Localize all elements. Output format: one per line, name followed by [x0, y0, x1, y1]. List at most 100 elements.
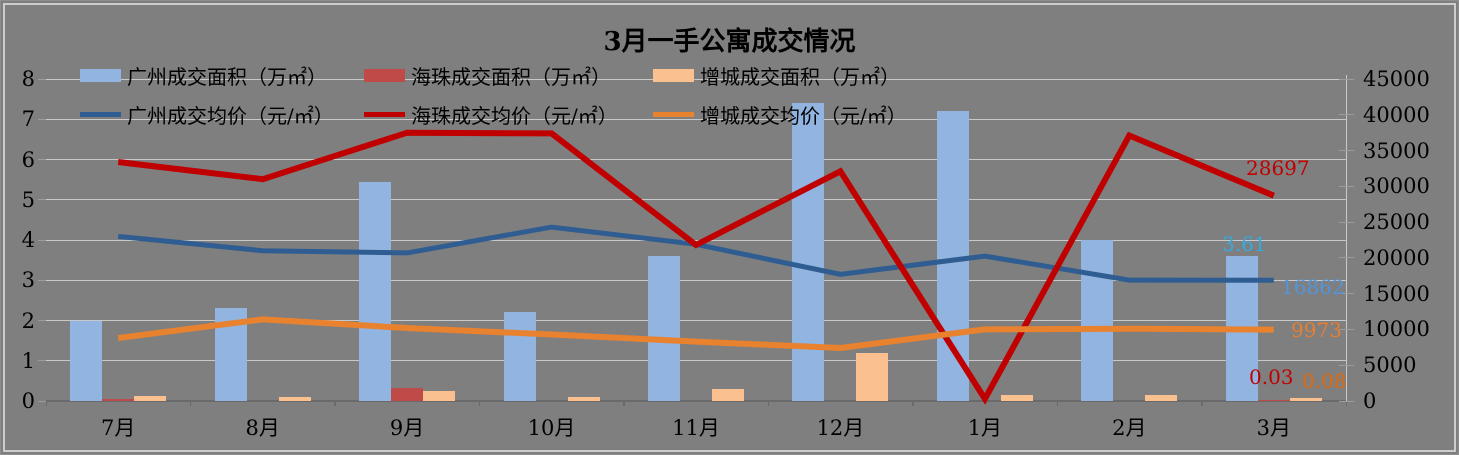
left-axis-label: 3: [21, 268, 35, 293]
right-axis-tick: [1339, 293, 1354, 295]
legend-item: 广州成交面积（万㎡）: [80, 63, 327, 89]
left-axis-label: 7: [21, 107, 35, 132]
legend-label: 增城成交均价（元/㎡）: [700, 103, 907, 128]
legend-label: 海珠成交均价（元/㎡）: [411, 103, 618, 128]
right-axis-tick: [1339, 221, 1354, 223]
line-广州成交均价（元/㎡）: [117, 224, 1274, 283]
line-增城成交均价（元/㎡）: [117, 316, 1274, 352]
x-axis-tick: [478, 401, 481, 406]
bar-广州成交面积（万㎡）: [648, 256, 680, 401]
bar-增城成交面积（万㎡）: [712, 388, 744, 401]
gridline: [46, 360, 1346, 362]
bar-增城成交面积（万㎡）: [278, 396, 311, 401]
data-label: 16862: [1281, 275, 1345, 299]
legend-line-swatch: [364, 111, 405, 117]
data-label: 28697: [1246, 156, 1310, 180]
left-axis-label: 8: [21, 67, 35, 91]
bar-海珠成交面积（万㎡）: [1257, 399, 1290, 401]
bar-增城成交面积（万㎡）: [856, 352, 889, 401]
x-axis-tick: [189, 401, 192, 406]
legend-item: 增城成交均价（元/㎡）: [653, 102, 907, 128]
right-axis-tick: [1339, 400, 1354, 402]
right-axis-tick: [1339, 185, 1354, 187]
left-axis-label: 4: [21, 228, 35, 252]
x-axis-line: [46, 400, 1346, 402]
legend-line-swatch: [80, 111, 121, 117]
right-axis-tick: [1339, 364, 1354, 366]
right-axis-label: 20000: [1363, 245, 1430, 270]
right-axis-tick: [1339, 150, 1354, 152]
data-label: 0.03: [1249, 365, 1294, 389]
bar-增城成交面积（万㎡）: [1145, 394, 1178, 401]
x-axis-label: 9月: [389, 416, 425, 440]
legend-bar-swatch: [653, 68, 694, 82]
gridline: [46, 78, 1346, 80]
x-axis-label: 8月: [245, 416, 280, 440]
left-axis-label: 0: [21, 389, 35, 413]
bar-增城成交面积（万㎡）: [1000, 394, 1033, 401]
right-axis-tick: [1339, 328, 1354, 330]
bar-增城成交面积（万㎡）: [567, 396, 600, 401]
gridline: [46, 279, 1346, 281]
right-axis-tick: [1339, 257, 1354, 259]
data-label: 3.61: [1222, 232, 1267, 256]
legend-bar-swatch: [364, 68, 405, 82]
right-axis-label: 30000: [1363, 174, 1430, 199]
bar-增城成交面积（万㎡）: [423, 390, 456, 401]
data-label: 9973: [1291, 318, 1342, 342]
legend-label: 增城成交面积（万㎡）: [700, 64, 900, 89]
left-axis-tick: [38, 78, 46, 80]
left-axis-label: 5: [21, 187, 35, 212]
x-axis-tick: [1056, 401, 1059, 406]
bar-增城成交面积（万㎡）: [134, 395, 167, 401]
x-axis-tick: [334, 401, 336, 406]
right-axis-label: 25000: [1363, 210, 1430, 235]
bar-海珠成交面积（万㎡）: [391, 387, 424, 401]
legend-label: 广州成交均价（元/㎡）: [127, 103, 334, 128]
bar-广州成交面积（万㎡）: [70, 320, 103, 401]
x-axis-tick: [1345, 401, 1347, 406]
line-海珠成交均价（元/㎡）: [117, 129, 1275, 405]
left-axis-tick: [38, 279, 46, 281]
bar-广州成交面积（万㎡）: [1081, 240, 1114, 401]
bar-广州成交面积（万㎡）: [359, 181, 392, 401]
legend-item: 广州成交均价（元/㎡）: [80, 102, 334, 128]
left-axis-tick: [38, 360, 46, 362]
x-axis-label: 11月: [672, 416, 720, 440]
gridline: [46, 118, 1346, 120]
gridline: [46, 159, 1346, 160]
right-axis-label: 45000: [1363, 67, 1430, 91]
right-axis-label: 5000: [1363, 353, 1417, 378]
gridline: [46, 320, 1346, 321]
left-axis-label: 2: [21, 308, 35, 333]
legend-line-swatch: [653, 111, 694, 117]
legend-label: 广州成交面积（万㎡）: [127, 64, 327, 89]
gridline: [46, 199, 1346, 201]
bar-增城成交面积（万㎡）: [1289, 397, 1322, 401]
right-axis-label: 35000: [1363, 138, 1430, 163]
x-axis-label: 3月: [1256, 416, 1291, 440]
bar-海珠成交面积（万㎡）: [102, 399, 135, 401]
x-axis-label: 1月: [967, 416, 1003, 440]
legend-item: 海珠成交面积（万㎡）: [364, 63, 611, 89]
data-label: 0.08: [1302, 369, 1347, 393]
left-axis-label: 6: [21, 147, 35, 172]
left-axis-tick: [38, 320, 46, 321]
legend-bar-swatch: [80, 68, 121, 82]
legend-label: 海珠成交面积（万㎡）: [411, 64, 611, 89]
left-axis-tick: [38, 118, 46, 120]
x-axis-tick: [45, 401, 47, 406]
chart-title: 3月一手公寓成交情况: [603, 27, 856, 57]
x-axis-tick: [1201, 401, 1203, 406]
right-axis-line: [1346, 75, 1347, 402]
x-axis-label: 12月: [816, 416, 865, 440]
bar-广州成交面积（万㎡）: [792, 103, 825, 401]
legend-item: 海珠成交均价（元/㎡）: [364, 102, 618, 128]
left-axis-tick: [38, 199, 46, 201]
legend-item: 增城成交面积（万㎡）: [653, 63, 900, 89]
x-axis-tick: [767, 401, 770, 406]
x-axis-label: 2月: [1112, 416, 1147, 440]
x-axis-label: 10月: [527, 416, 576, 440]
